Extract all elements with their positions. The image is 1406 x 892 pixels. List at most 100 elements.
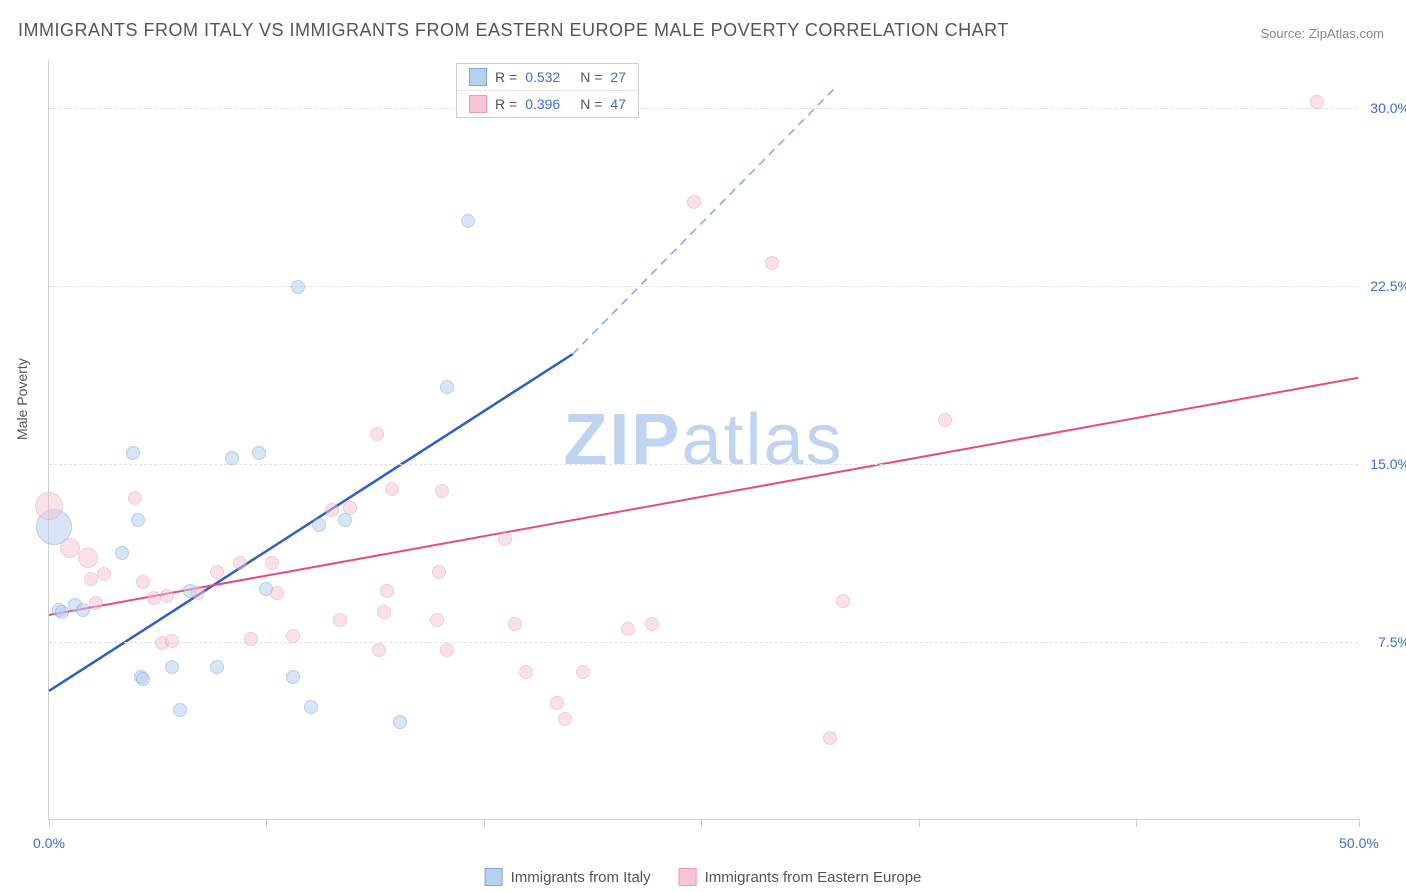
legend-r-label: R =	[495, 96, 517, 112]
scatter-point	[233, 556, 247, 570]
scatter-point	[60, 538, 80, 558]
scatter-point	[1310, 95, 1324, 109]
scatter-point	[136, 672, 150, 686]
x-tick	[1136, 819, 1137, 827]
scatter-point	[165, 660, 179, 674]
legend-swatch	[679, 868, 697, 886]
series-legend-label: Immigrants from Italy	[511, 869, 651, 886]
scatter-point	[160, 589, 174, 603]
scatter-point	[765, 256, 779, 270]
scatter-point	[370, 427, 384, 441]
regression-line	[49, 378, 1358, 615]
scatter-point	[136, 575, 150, 589]
series-legend: Immigrants from Italy Immigrants from Eas…	[485, 868, 922, 886]
legend-r-value: 0.532	[525, 69, 560, 85]
scatter-point	[165, 634, 179, 648]
scatter-point	[461, 214, 475, 228]
scatter-point	[210, 660, 224, 674]
scatter-point	[377, 605, 391, 619]
scatter-point	[938, 413, 952, 427]
scatter-point	[576, 665, 590, 679]
scatter-point	[210, 565, 224, 579]
scatter-point	[35, 492, 63, 520]
scatter-point	[252, 446, 266, 460]
x-tick	[266, 819, 267, 827]
scatter-point	[225, 451, 239, 465]
legend-row: R = 0.532 N = 27	[457, 64, 638, 91]
scatter-point	[78, 548, 98, 568]
scatter-point	[291, 280, 305, 294]
x-tick	[919, 819, 920, 827]
x-tick-label: 50.0%	[1339, 835, 1379, 851]
legend-swatch	[469, 95, 487, 113]
gridline	[49, 464, 1358, 465]
scatter-point	[173, 703, 187, 717]
y-tick-label: 15.0%	[1370, 456, 1406, 472]
scatter-point	[823, 731, 837, 745]
series-legend-label: Immigrants from Eastern Europe	[705, 869, 922, 886]
scatter-point	[498, 532, 512, 546]
scatter-point	[312, 518, 326, 532]
scatter-point	[325, 503, 339, 517]
gridline	[49, 108, 1358, 109]
y-tick-label: 22.5%	[1370, 278, 1406, 294]
scatter-point	[270, 586, 284, 600]
scatter-point	[343, 501, 357, 515]
scatter-point	[286, 670, 300, 684]
plot-area: ZIPatlas 7.5%15.0%22.5%30.0%0.0%50.0%	[48, 60, 1358, 820]
regression-line	[49, 354, 573, 691]
scatter-point	[89, 596, 103, 610]
scatter-point	[508, 617, 522, 631]
scatter-point	[440, 643, 454, 657]
regression-line-dashed	[573, 88, 835, 354]
series-legend-item: Immigrants from Italy	[485, 868, 651, 886]
scatter-point	[519, 665, 533, 679]
scatter-point	[333, 613, 347, 627]
scatter-point	[621, 622, 635, 636]
scatter-point	[687, 195, 701, 209]
scatter-point	[147, 591, 161, 605]
gridline	[49, 286, 1358, 287]
scatter-point	[645, 617, 659, 631]
scatter-point	[97, 567, 111, 581]
scatter-point	[380, 584, 394, 598]
x-tick	[49, 819, 50, 827]
legend-n-label: N =	[580, 69, 602, 85]
x-tick-label: 0.0%	[33, 835, 65, 851]
scatter-point	[440, 380, 454, 394]
scatter-point	[55, 605, 69, 619]
legend-n-value: 47	[610, 96, 626, 112]
correlation-legend: R = 0.532 N = 27 R = 0.396N = 47	[456, 63, 639, 118]
legend-r-value: 0.396	[525, 96, 560, 112]
legend-row: R = 0.396N = 47	[457, 91, 638, 117]
scatter-point	[304, 700, 318, 714]
source-label: Source: ZipAtlas.com	[1260, 26, 1384, 41]
y-tick-label: 7.5%	[1378, 634, 1406, 650]
chart-container: IMMIGRANTS FROM ITALY VS IMMIGRANTS FROM…	[0, 0, 1406, 892]
scatter-point	[393, 715, 407, 729]
scatter-point	[131, 513, 145, 527]
scatter-point	[435, 484, 449, 498]
y-axis-label: Male Poverty	[14, 358, 30, 440]
scatter-point	[558, 712, 572, 726]
legend-swatch	[469, 68, 487, 86]
legend-swatch	[485, 868, 503, 886]
scatter-point	[191, 586, 205, 600]
scatter-point	[244, 632, 258, 646]
series-legend-item: Immigrants from Eastern Europe	[679, 868, 922, 886]
y-tick-label: 30.0%	[1370, 100, 1406, 116]
legend-r-label: R =	[495, 69, 517, 85]
x-tick	[484, 819, 485, 827]
scatter-point	[385, 482, 399, 496]
scatter-point	[126, 446, 140, 460]
chart-title: IMMIGRANTS FROM ITALY VS IMMIGRANTS FROM…	[18, 20, 1009, 41]
scatter-point	[265, 556, 279, 570]
chart-svg	[49, 60, 1358, 819]
scatter-point	[286, 629, 300, 643]
x-tick	[1359, 819, 1360, 827]
scatter-point	[432, 565, 446, 579]
legend-n-value: 27	[610, 69, 626, 85]
scatter-point	[550, 696, 564, 710]
scatter-point	[430, 613, 444, 627]
scatter-point	[372, 643, 386, 657]
